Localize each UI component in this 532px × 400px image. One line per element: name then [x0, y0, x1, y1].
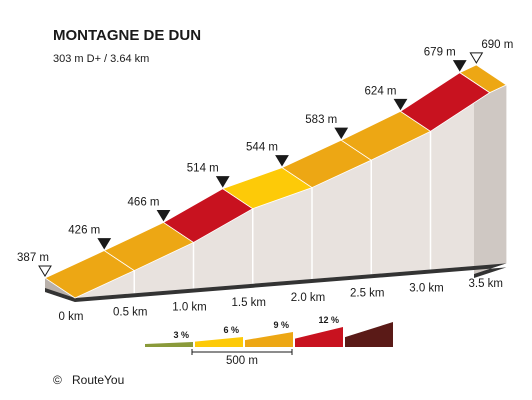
- profile-end-face: [474, 84, 507, 274]
- legend-swatch: [195, 337, 243, 347]
- brand-name: RouteYou: [72, 373, 124, 387]
- elevation-label: 583 m: [305, 114, 337, 126]
- elevation-marker: [334, 127, 349, 140]
- x-tick-label: 1.5 km: [231, 297, 266, 309]
- x-tick-label: 0.5 km: [113, 306, 148, 318]
- profile-floor: [75, 263, 507, 302]
- legend-swatch: [245, 332, 293, 347]
- elevation-marker: [97, 238, 112, 250]
- legend-label: 6 %: [223, 325, 239, 335]
- chart-title: MONTAGNE DE DUN: [53, 27, 201, 44]
- chart-subtitle: 303 m D+ / 3.64 km: [53, 53, 149, 65]
- legend-label: 9 %: [273, 320, 289, 330]
- profile-start-base: [45, 288, 75, 302]
- elevation-label: 514 m: [187, 163, 219, 175]
- x-tick-label: 2.0 km: [291, 292, 326, 304]
- x-tick-label: 2.5 km: [350, 287, 385, 299]
- legend-swatch: [145, 342, 193, 347]
- elevation-label: 679 m: [424, 47, 456, 59]
- elevation-marker: [156, 209, 171, 222]
- legend-label: 3 %: [173, 330, 189, 340]
- elevation-marker: [452, 60, 467, 72]
- profile-3d: 0 km 0.5 km 1.0 km 1.5 km 2.0 km 2.5 km 3.0 km…: [17, 39, 513, 323]
- legend-swatch: [345, 322, 393, 347]
- elevation-label: 690 m: [481, 39, 513, 51]
- elevation-label: 544 m: [246, 142, 278, 154]
- elevation-marker-open: [469, 52, 484, 64]
- x-tick-label: 3.5 km: [468, 278, 503, 290]
- scale-label: 500 m: [226, 355, 258, 367]
- elevation-label: 466 m: [128, 196, 160, 208]
- profile-segment: [458, 64, 508, 94]
- legend-swatch: [295, 327, 343, 347]
- elevation-marker-open: [38, 265, 52, 277]
- legend: 3 % 6 % 9 % 12 % 500 m: [145, 315, 393, 367]
- x-tick-label: 3.0 km: [409, 283, 444, 295]
- x-tick-label: 1.0 km: [172, 302, 207, 314]
- x-tick-label: 0 km: [59, 311, 84, 323]
- profile-wall: [75, 84, 507, 298]
- elevation-label: 624 m: [365, 85, 397, 97]
- elevation-marker: [275, 155, 289, 167]
- elevation-label: 426 m: [68, 225, 100, 237]
- elevation-label: 387 m: [17, 252, 49, 264]
- elevation-marker: [393, 98, 408, 111]
- copyright-symbol: ©: [53, 373, 62, 387]
- elevation-marker: [215, 176, 230, 188]
- legend-label: 12 %: [318, 315, 339, 325]
